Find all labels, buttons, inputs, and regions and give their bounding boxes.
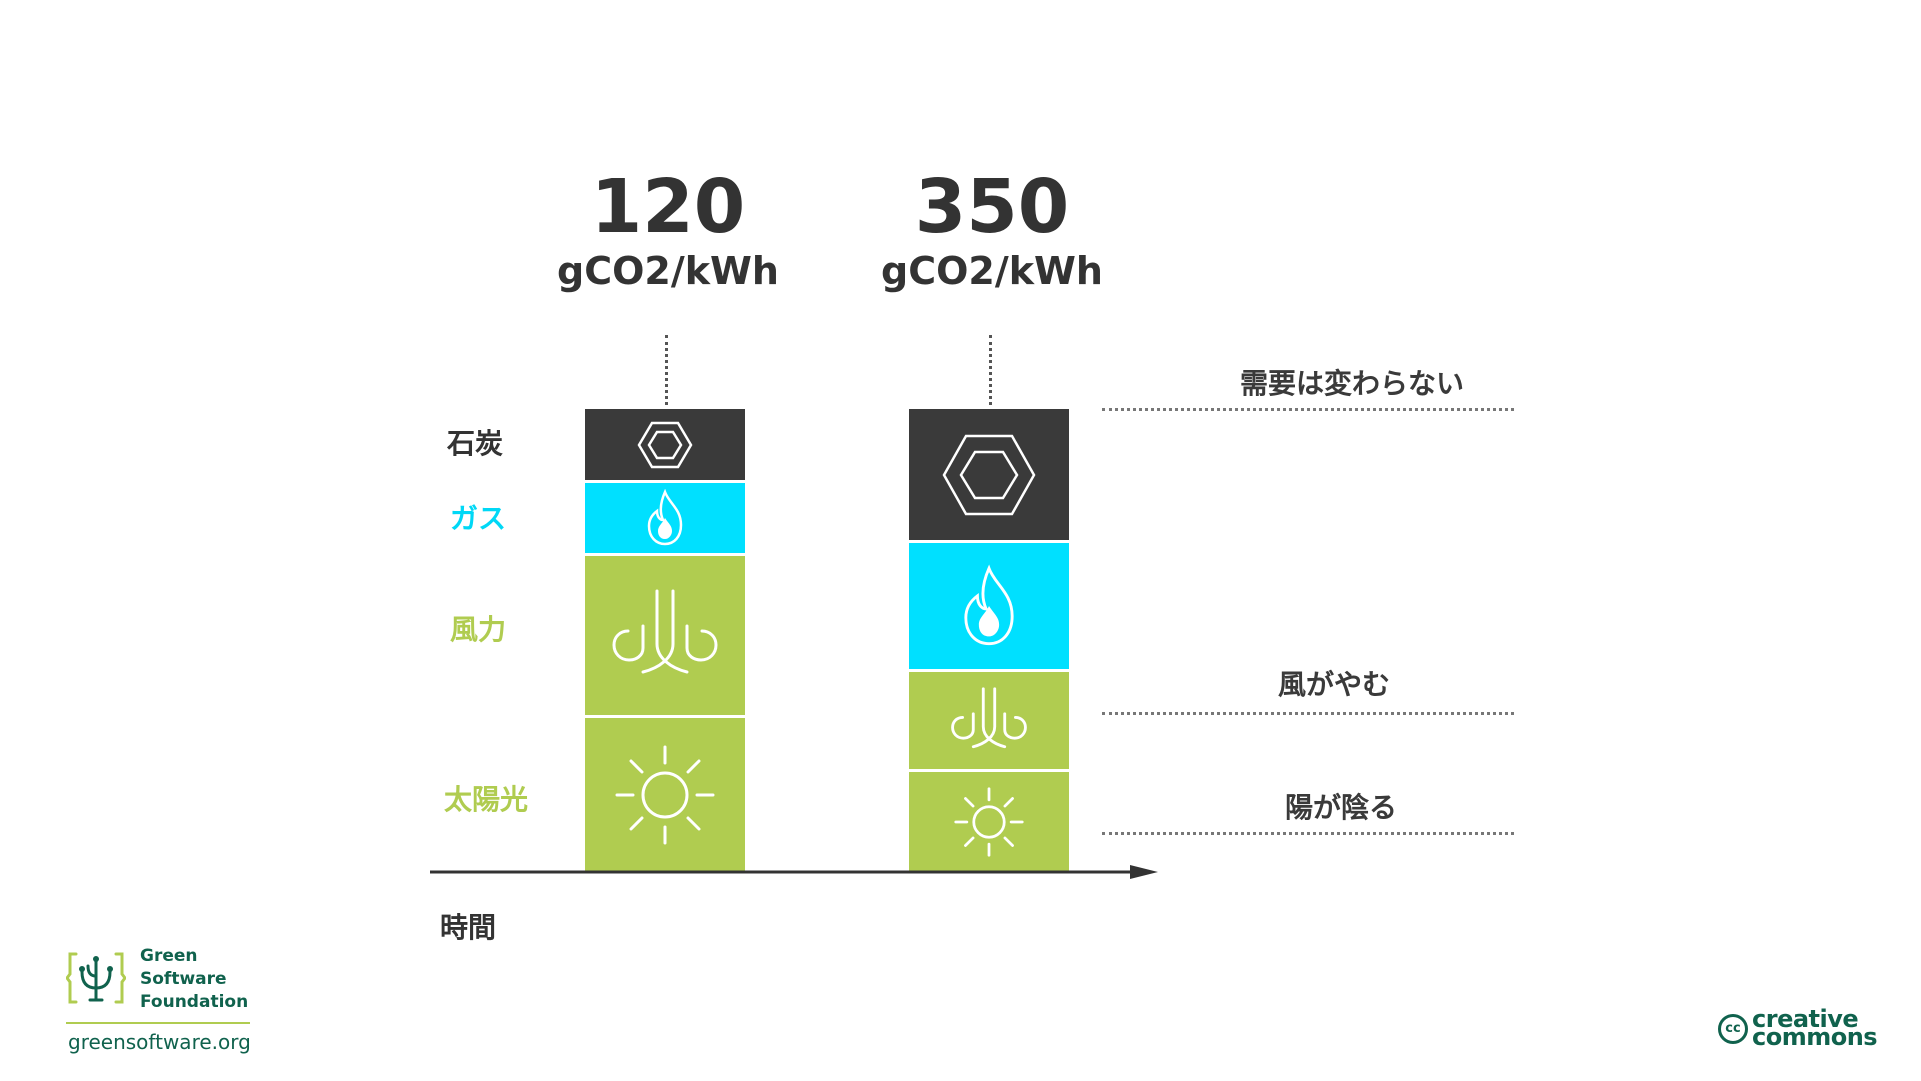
note-wind-dotted-line: [1102, 712, 1514, 715]
time-axis-label: 時間: [440, 911, 497, 944]
label-gas: ガス: [449, 502, 506, 535]
wind-icon: [951, 686, 1027, 748]
column-2-intensity-value: 350: [914, 164, 1070, 250]
gsf-name-line-2: Software: [140, 969, 227, 989]
bar-2-gas-segment: [909, 540, 1069, 669]
note-wind-stops: 風がやむ: [1278, 668, 1391, 701]
label-solar: 太陽光: [443, 783, 528, 816]
gsf-name-line-3: Foundation: [140, 992, 249, 1012]
sun-icon: [954, 786, 1024, 857]
bar-2-coal-segment: [909, 409, 1069, 540]
note-sun-hides: 陽が陰る: [1285, 791, 1398, 824]
gsf-name-line-1: Green: [140, 946, 198, 966]
bar-1-coal-segment: [585, 409, 745, 480]
note-sun-dotted-line: [1102, 832, 1514, 835]
hexagon-icon: [637, 421, 693, 468]
bar-2-solar-segment: [909, 769, 1069, 871]
flame-icon: [647, 489, 683, 546]
note-demand-unchanged: 需要は変わらない: [1240, 367, 1465, 400]
bar-1-gas-segment: [585, 480, 745, 553]
bar-2-wind-segment: [909, 669, 1069, 769]
label-wind: 風力: [449, 613, 506, 646]
cc-text-commons: commons: [1752, 1023, 1878, 1051]
cc-circle-icon: cc: [1718, 1014, 1748, 1044]
sun-icon: [615, 745, 715, 844]
time-axis-arrow: [430, 865, 1158, 879]
column-2-intensity-unit: gCO2/kWh: [881, 249, 1103, 293]
hexagon-icon: [942, 434, 1036, 515]
wind-icon: [612, 589, 718, 673]
flame-icon: [964, 564, 1014, 646]
bar-1-solar-segment: [585, 715, 745, 871]
bar-column-2: [909, 409, 1069, 871]
green-software-foundation-logo-icon: [66, 952, 126, 1004]
bar-column-1: [585, 409, 745, 871]
column-2-connector: [989, 335, 992, 405]
bar-1-wind-segment: [585, 553, 745, 715]
cc-text-creative: creative: [1752, 1005, 1859, 1033]
gsf-divider: [66, 1022, 250, 1024]
gsf-website-link[interactable]: greensoftware.org: [68, 1030, 251, 1054]
column-1-intensity-unit: gCO2/kWh: [557, 249, 779, 293]
column-1-connector: [665, 335, 668, 405]
note-demand-dotted-line: [1102, 408, 1514, 411]
column-1-intensity-value: 120: [590, 164, 746, 250]
creative-commons-logo: cc creative commons: [1718, 1005, 1878, 1052]
label-coal: 石炭: [446, 427, 503, 460]
